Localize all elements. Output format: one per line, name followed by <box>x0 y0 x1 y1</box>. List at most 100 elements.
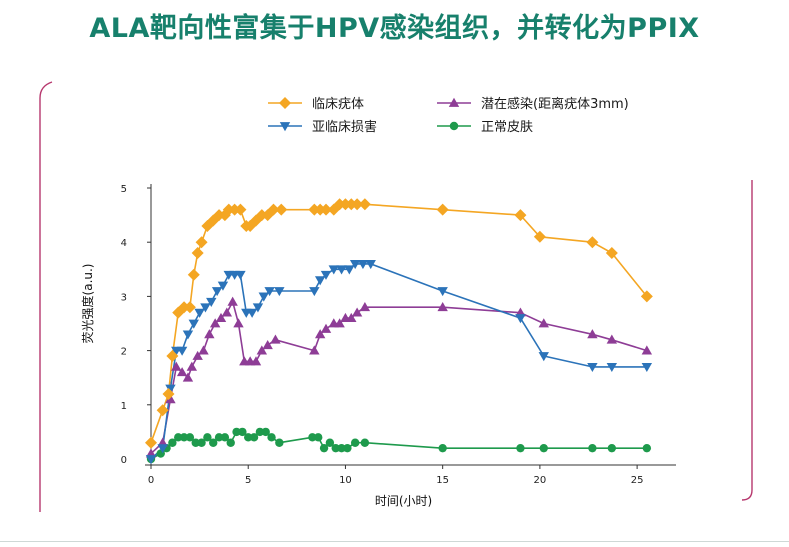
data-point-series-0 <box>183 301 196 314</box>
series-line-2 <box>150 263 647 460</box>
data-point-series-2 <box>157 444 168 454</box>
data-point-series-1 <box>641 345 653 355</box>
data-point-series-2 <box>606 362 618 373</box>
data-point-series-0 <box>234 203 247 216</box>
data-point-series-1 <box>262 339 273 350</box>
data-point-series-1 <box>250 356 262 366</box>
data-point-series-3 <box>209 438 218 447</box>
data-point-series-2 <box>515 314 526 324</box>
data-point-series-1 <box>606 334 618 344</box>
data-point-series-3 <box>337 443 346 453</box>
data-point-series-3 <box>238 427 247 437</box>
data-point-series-0 <box>275 203 288 216</box>
data-point-series-1 <box>346 312 357 322</box>
data-point-series-2 <box>200 303 211 313</box>
data-point-series-2 <box>165 384 176 394</box>
y-tick-label: 5 <box>121 184 127 195</box>
data-point-series-3 <box>308 433 317 442</box>
series-line-1 <box>150 300 648 455</box>
data-point-series-1 <box>538 318 549 328</box>
data-point-series-0 <box>195 236 208 249</box>
data-point-series-1 <box>209 318 221 328</box>
data-point-series-2 <box>587 362 598 373</box>
data-point-series-3 <box>438 443 447 453</box>
data-point-series-3 <box>267 433 276 442</box>
x-tick-label: 25 <box>631 475 644 486</box>
data-point-series-3 <box>255 427 265 437</box>
data-point-series-0 <box>358 198 371 211</box>
data-point-series-3 <box>203 433 212 442</box>
data-point-series-1 <box>182 372 194 382</box>
data-point-series-3 <box>360 438 370 447</box>
data-point-series-3 <box>226 438 235 447</box>
x-axis-label: 时间(小时) <box>375 494 432 508</box>
data-point-series-2 <box>176 346 188 356</box>
data-point-series-1 <box>587 329 598 339</box>
y-tick-label: 3 <box>121 292 127 303</box>
data-point-series-3 <box>275 438 284 447</box>
data-point-series-2 <box>246 308 258 318</box>
data-point-series-1 <box>233 318 244 328</box>
data-point-series-1 <box>359 302 371 312</box>
legend-marker <box>279 122 291 132</box>
data-point-series-1 <box>221 307 233 317</box>
data-point-series-3 <box>232 427 241 437</box>
frame-left-bracket <box>39 81 53 512</box>
data-point-series-0 <box>267 203 280 216</box>
data-point-series-1 <box>204 329 215 339</box>
series-line-0 <box>150 203 648 443</box>
data-point-series-3 <box>343 443 352 453</box>
data-point-series-2 <box>145 455 157 465</box>
legend-label: 临床疣体 <box>312 97 364 112</box>
data-point-series-3 <box>168 438 177 447</box>
data-point-series-2 <box>365 259 376 270</box>
data-point-series-2 <box>258 292 269 302</box>
data-point-series-2 <box>328 265 339 275</box>
legend-marker <box>449 121 459 131</box>
data-point-series-0 <box>191 247 204 260</box>
frame-right-bracket <box>741 180 753 501</box>
x-tick-label: 20 <box>534 475 547 486</box>
data-point-series-2 <box>211 287 223 297</box>
data-point-series-3 <box>588 443 597 453</box>
data-point-series-0 <box>351 198 364 211</box>
legend-marker <box>279 97 291 109</box>
slide-title: ALA靶向性富集于HPV感染组织，并转化为PPIX <box>89 13 700 44</box>
legend-marker <box>448 97 460 107</box>
data-point-series-3 <box>185 433 195 442</box>
data-point-series-0 <box>436 203 449 216</box>
x-tick-label: 5 <box>245 475 251 486</box>
x-tick-label: 0 <box>148 475 154 486</box>
data-point-series-2 <box>264 287 275 297</box>
data-point-series-2 <box>206 297 217 308</box>
data-point-series-2 <box>349 259 361 270</box>
legend-label: 正常皮肤 <box>481 120 533 135</box>
y-tick-label: 4 <box>121 238 127 249</box>
data-point-series-1 <box>176 367 188 377</box>
data-point-series-2 <box>217 281 229 291</box>
x-tick-label: 15 <box>436 475 449 486</box>
data-point-series-3 <box>539 443 548 453</box>
data-point-series-1 <box>270 334 281 344</box>
data-point-series-0 <box>166 350 179 363</box>
y-tick-label: 1 <box>121 401 127 412</box>
data-point-series-2 <box>357 259 369 270</box>
data-point-series-0 <box>187 268 200 281</box>
data-point-series-0 <box>514 209 527 222</box>
data-point-series-0 <box>605 247 618 260</box>
data-point-series-3 <box>220 433 230 442</box>
data-point-series-2 <box>437 287 448 297</box>
data-point-series-1 <box>437 302 448 312</box>
data-point-series-3 <box>319 443 329 453</box>
data-point-series-1 <box>334 318 345 328</box>
data-point-series-1 <box>227 296 238 306</box>
data-point-series-0 <box>533 230 546 243</box>
data-point-series-3 <box>174 433 183 442</box>
footer-divider <box>0 541 789 542</box>
data-point-series-2 <box>235 270 246 280</box>
data-point-series-3 <box>197 438 206 447</box>
data-point-series-0 <box>156 404 169 417</box>
data-point-series-2 <box>309 287 320 297</box>
data-point-series-1 <box>314 329 326 339</box>
